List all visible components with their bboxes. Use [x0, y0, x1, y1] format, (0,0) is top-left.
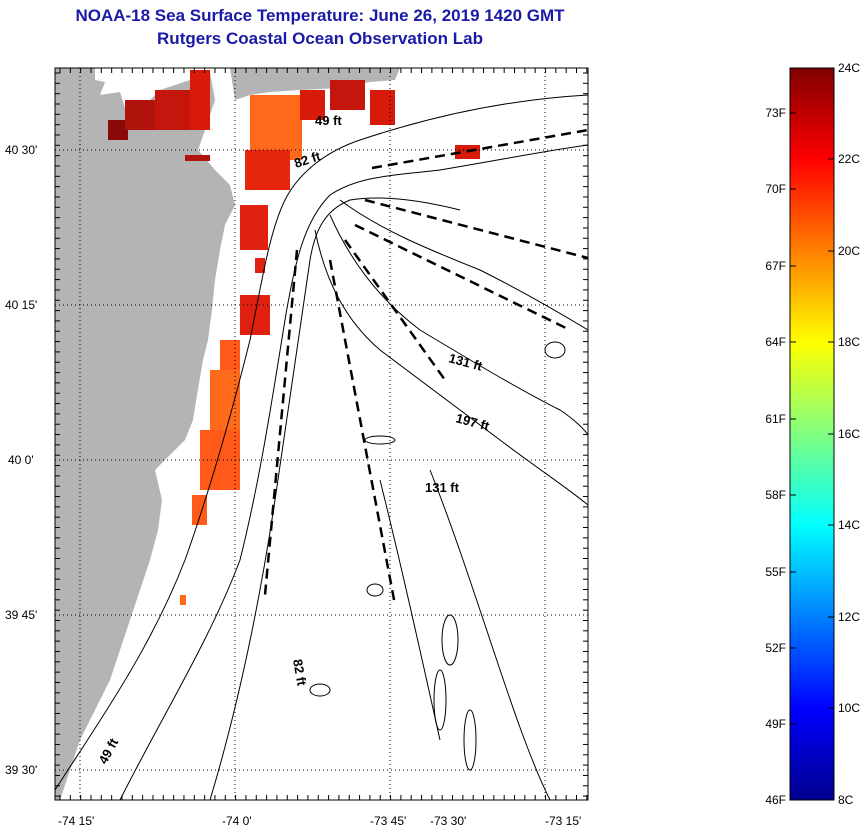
lat-tick-label: 40 15'	[5, 298, 37, 312]
land-long-island	[230, 68, 400, 100]
colorbar-c-label: 22C	[838, 152, 860, 166]
colorbar-c-label: 20C	[838, 244, 860, 258]
colorbar-c-label: 18C	[838, 335, 860, 349]
colorbar-f-label: 46F	[765, 793, 786, 807]
depth-label: 131 ft	[425, 480, 460, 495]
colorbar-f-label: 61F	[765, 412, 786, 426]
colorbar-f-label: 64F	[765, 335, 786, 349]
lon-tick-label: -74 0'	[222, 814, 252, 828]
colorbar-f-label: 70F	[765, 182, 786, 196]
depth-label: 82 ft	[290, 658, 310, 688]
colorbar-c-label: 12C	[838, 610, 860, 624]
graticule	[55, 68, 588, 800]
lon-tick-label: -73 30'	[430, 814, 466, 828]
map-subtitle: Rutgers Coastal Ocean Observation Lab	[157, 29, 483, 48]
colorbar	[789, 67, 835, 801]
depth-contours	[55, 94, 588, 800]
depth-label: 49 ft	[315, 113, 342, 128]
colorbar-c-label: 10C	[838, 701, 860, 715]
depth-label: 197 ft	[454, 410, 491, 433]
colorbar-f-label: 58F	[765, 488, 786, 502]
lat-tick-label: 40 0'	[8, 453, 34, 467]
lon-tick-label: -73 45'	[370, 814, 406, 828]
depth-label: 131 ft	[447, 350, 484, 373]
lat-tick-label: 40 30'	[5, 143, 37, 157]
depth-label: 49 ft	[95, 735, 121, 766]
lat-tick-label: 39 45'	[5, 608, 37, 622]
lon-tick-label: -73 15'	[545, 814, 581, 828]
colorbar-ticks	[790, 67, 834, 801]
land-mass	[55, 68, 235, 800]
lon-tick-label: -74 15'	[58, 814, 94, 828]
map-frame	[54, 67, 589, 801]
sst-warm-pixels	[108, 70, 480, 605]
frame-ticks	[55, 68, 588, 800]
colorbar-f-label: 67F	[765, 259, 786, 273]
colorbar-c-label: 24C	[838, 61, 860, 75]
colorbar-c-label: 16C	[838, 427, 860, 441]
colorbar-f-label: 55F	[765, 565, 786, 579]
colorbar-c-label: 14C	[838, 518, 860, 532]
colorbar-f-label: 52F	[765, 641, 786, 655]
colorbar-f-label: 49F	[765, 717, 786, 731]
colorbar-c-label: 8C	[838, 793, 854, 807]
shipping-lanes	[263, 128, 588, 606]
map-title: NOAA-18 Sea Surface Temperature: June 26…	[75, 6, 565, 25]
colorbar-f-label: 73F	[765, 106, 786, 120]
lat-tick-label: 39 30'	[5, 763, 37, 777]
